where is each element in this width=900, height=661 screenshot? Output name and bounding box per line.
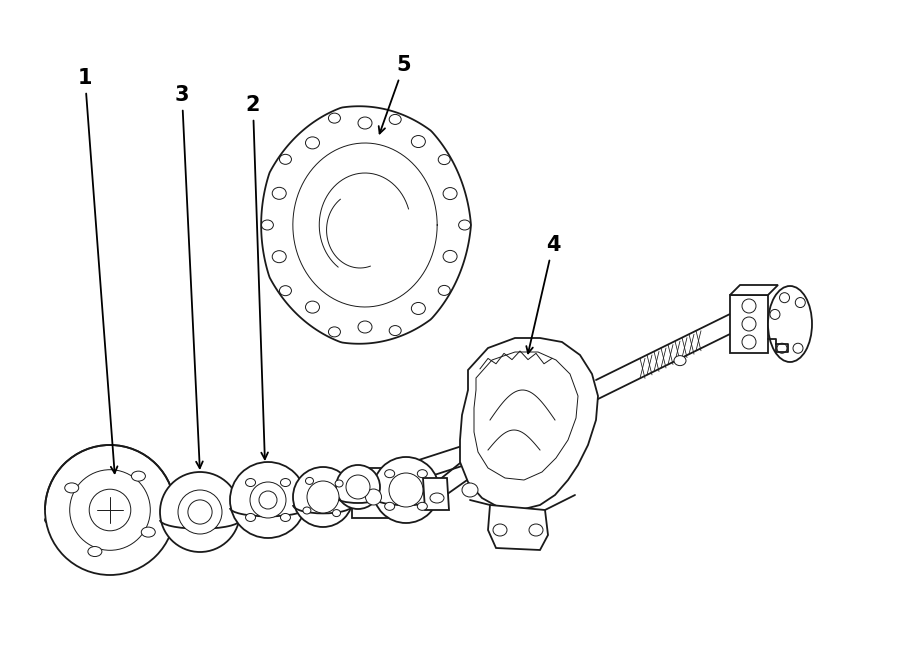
Ellipse shape: [770, 309, 780, 319]
Ellipse shape: [443, 188, 457, 200]
Ellipse shape: [384, 502, 395, 510]
Polygon shape: [730, 295, 768, 353]
Ellipse shape: [160, 472, 240, 552]
Ellipse shape: [45, 445, 175, 575]
Ellipse shape: [768, 286, 812, 362]
Ellipse shape: [246, 514, 256, 522]
Ellipse shape: [443, 251, 457, 262]
Ellipse shape: [674, 356, 686, 366]
Ellipse shape: [358, 117, 372, 129]
Text: 4: 4: [526, 235, 560, 354]
Ellipse shape: [305, 477, 313, 485]
Ellipse shape: [373, 481, 439, 499]
Text: 1: 1: [77, 68, 118, 473]
Text: 2: 2: [246, 95, 268, 459]
Ellipse shape: [160, 502, 240, 522]
Ellipse shape: [230, 489, 306, 511]
Ellipse shape: [250, 482, 286, 518]
Polygon shape: [423, 478, 449, 510]
Ellipse shape: [418, 502, 428, 510]
Ellipse shape: [88, 547, 102, 557]
Ellipse shape: [742, 317, 756, 331]
Polygon shape: [460, 338, 598, 510]
Ellipse shape: [793, 343, 803, 353]
Ellipse shape: [332, 510, 340, 517]
Ellipse shape: [141, 527, 156, 537]
Ellipse shape: [358, 321, 372, 333]
Text: 5: 5: [379, 55, 411, 134]
Ellipse shape: [462, 483, 478, 497]
Ellipse shape: [779, 293, 789, 303]
Ellipse shape: [69, 470, 150, 551]
Ellipse shape: [45, 508, 175, 531]
Ellipse shape: [373, 457, 439, 523]
Ellipse shape: [742, 335, 756, 349]
Polygon shape: [261, 106, 471, 344]
Ellipse shape: [281, 479, 291, 486]
Polygon shape: [488, 505, 548, 550]
Ellipse shape: [411, 136, 426, 147]
Ellipse shape: [178, 490, 222, 534]
Text: 3: 3: [175, 85, 202, 468]
Ellipse shape: [384, 470, 395, 478]
Ellipse shape: [365, 489, 382, 505]
Ellipse shape: [65, 483, 78, 493]
Ellipse shape: [131, 471, 146, 481]
Polygon shape: [395, 468, 403, 518]
Ellipse shape: [305, 137, 320, 149]
Ellipse shape: [246, 479, 256, 486]
Ellipse shape: [303, 507, 310, 514]
Ellipse shape: [529, 524, 543, 536]
Ellipse shape: [493, 524, 507, 536]
Ellipse shape: [307, 481, 339, 513]
Ellipse shape: [281, 514, 291, 522]
Polygon shape: [352, 476, 395, 518]
Ellipse shape: [430, 493, 444, 503]
Ellipse shape: [389, 473, 423, 507]
Polygon shape: [352, 468, 403, 476]
Ellipse shape: [305, 301, 320, 313]
Ellipse shape: [293, 467, 353, 527]
Polygon shape: [730, 285, 778, 295]
Ellipse shape: [336, 465, 380, 509]
Ellipse shape: [272, 251, 286, 262]
Ellipse shape: [742, 299, 756, 313]
Ellipse shape: [89, 489, 130, 531]
Ellipse shape: [293, 488, 353, 506]
Ellipse shape: [777, 343, 787, 353]
Ellipse shape: [346, 475, 370, 499]
Ellipse shape: [230, 462, 306, 538]
Ellipse shape: [796, 297, 806, 307]
Ellipse shape: [418, 470, 428, 478]
Ellipse shape: [335, 480, 343, 487]
Ellipse shape: [411, 303, 426, 315]
Ellipse shape: [272, 187, 286, 200]
